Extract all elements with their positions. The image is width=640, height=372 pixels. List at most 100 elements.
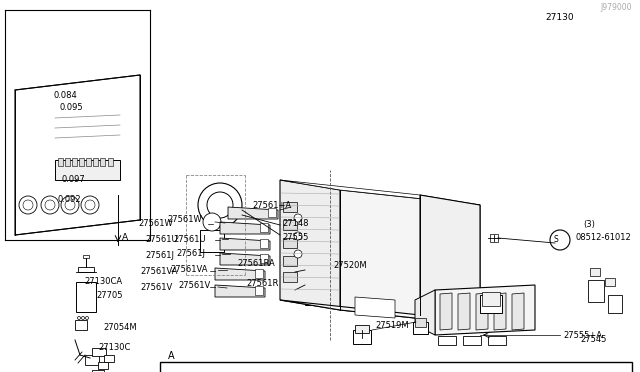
Bar [86,158,91,166]
Text: 27519M: 27519M [375,321,408,330]
Bar [308,288,318,298]
Text: 27148: 27148 [282,219,308,228]
Circle shape [294,214,302,222]
Bar [260,254,268,263]
Bar [65,158,70,166]
Text: 27130CA: 27130CA [84,276,122,285]
Text: 0.097: 0.097 [62,174,86,183]
Text: 27520M: 27520M [333,260,367,269]
Circle shape [23,200,33,210]
Text: 27130: 27130 [546,13,574,22]
Polygon shape [280,300,480,325]
Bar [283,238,297,248]
Bar [463,336,481,345]
Text: S: S [554,235,558,244]
Bar [590,268,600,276]
Bar [305,290,323,305]
Polygon shape [355,297,395,318]
Bar [605,278,615,286]
Polygon shape [280,180,480,205]
Text: A: A [168,351,175,361]
Bar [608,295,622,313]
Text: 27555: 27555 [282,232,308,241]
Polygon shape [440,293,452,330]
Bar [268,208,276,217]
Polygon shape [512,293,524,330]
Polygon shape [220,253,270,265]
Circle shape [61,196,79,214]
Bar [79,158,84,166]
Bar [283,272,297,282]
Circle shape [19,196,37,214]
Polygon shape [280,180,340,310]
Polygon shape [340,190,480,325]
Text: 27130C: 27130C [98,343,131,352]
Bar [482,292,500,306]
Polygon shape [415,290,435,335]
Circle shape [203,213,221,231]
Text: 27561J: 27561J [176,250,205,259]
Bar [490,234,498,242]
Bar [488,336,506,345]
Bar [308,268,318,278]
Bar [588,280,604,302]
Bar [98,362,108,369]
Polygon shape [494,293,506,330]
Circle shape [77,317,81,320]
Bar [255,269,263,278]
Bar [283,220,297,230]
Text: 27561W: 27561W [138,219,173,228]
Circle shape [65,200,75,210]
Bar [75,320,87,330]
Circle shape [550,230,570,250]
Text: 0.092: 0.092 [58,195,82,203]
Bar [55,160,120,180]
Text: 27705: 27705 [96,292,122,301]
Text: 27561V: 27561V [178,280,211,289]
Polygon shape [458,293,470,330]
Bar [108,158,113,166]
Bar [260,223,268,232]
Polygon shape [215,268,265,280]
Text: 27561J: 27561J [145,250,174,260]
Polygon shape [476,293,488,330]
Bar [305,270,323,285]
Text: 08512-61012: 08512-61012 [575,234,631,243]
Bar [355,325,369,333]
Bar [283,256,297,266]
Bar [72,158,77,166]
Polygon shape [220,222,270,234]
Bar [480,295,502,313]
Text: 27561U: 27561U [145,235,178,244]
Polygon shape [228,207,278,219]
Text: J979000: J979000 [600,3,632,13]
Circle shape [294,250,302,258]
Circle shape [294,232,302,240]
Text: 27561+A: 27561+A [252,201,291,209]
Bar [78,267,94,272]
Text: 0.084: 0.084 [53,90,77,99]
Bar [85,355,99,365]
Bar [76,282,96,312]
Polygon shape [220,238,270,250]
Circle shape [198,183,242,227]
Circle shape [81,317,84,320]
Circle shape [85,200,95,210]
Polygon shape [435,285,535,335]
Text: 27561RA: 27561RA [237,259,275,267]
Bar [200,230,224,252]
Bar [415,318,426,327]
Bar [255,286,263,295]
Bar [93,158,98,166]
Text: 0.095: 0.095 [60,103,84,112]
Text: 27054M: 27054M [103,323,136,331]
Bar [438,336,456,345]
Text: 27561R: 27561R [246,279,278,288]
Text: 27561VA: 27561VA [170,266,207,275]
Bar [413,322,428,334]
Text: (3): (3) [583,219,595,228]
Bar [104,355,114,362]
Text: 27561VA: 27561VA [140,266,177,276]
Bar [83,255,89,258]
Polygon shape [15,75,140,235]
